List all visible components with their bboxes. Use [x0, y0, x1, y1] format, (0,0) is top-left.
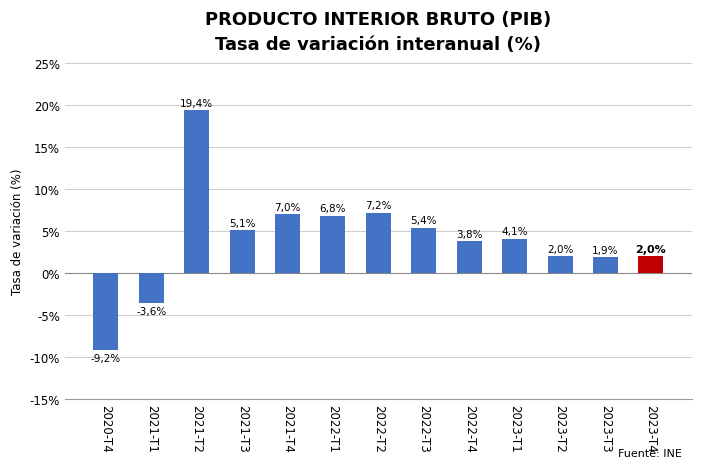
Text: -3,6%: -3,6% [136, 306, 167, 316]
Text: 2,0%: 2,0% [636, 244, 666, 254]
Text: 7,0%: 7,0% [274, 202, 301, 213]
Bar [638, 257, 664, 274]
Bar [275, 215, 300, 274]
Bar [502, 239, 527, 274]
Bar [138, 274, 164, 304]
Text: 4,1%: 4,1% [501, 226, 528, 237]
Text: 5,1%: 5,1% [229, 218, 255, 228]
Title: PRODUCTO INTERIOR BRUTO (PIB)
Tasa de variación interanual (%): PRODUCTO INTERIOR BRUTO (PIB) Tasa de va… [205, 11, 552, 54]
Bar [184, 111, 209, 274]
Bar [321, 217, 345, 274]
Text: 6,8%: 6,8% [320, 204, 347, 214]
Text: 5,4%: 5,4% [411, 216, 437, 225]
Text: 2,0%: 2,0% [547, 244, 573, 254]
Text: 19,4%: 19,4% [180, 98, 213, 108]
Text: Fuente: INE: Fuente: INE [618, 448, 682, 458]
Text: 1,9%: 1,9% [592, 245, 619, 255]
Bar [366, 213, 391, 274]
Bar [93, 274, 118, 350]
Y-axis label: Tasa de variación (%): Tasa de variación (%) [11, 169, 24, 294]
Bar [593, 257, 618, 274]
Text: -9,2%: -9,2% [91, 353, 121, 363]
Bar [230, 231, 254, 274]
Bar [457, 242, 482, 274]
Bar [548, 257, 572, 274]
Text: 3,8%: 3,8% [456, 229, 482, 239]
Bar [411, 228, 437, 274]
Text: 7,2%: 7,2% [365, 200, 392, 211]
